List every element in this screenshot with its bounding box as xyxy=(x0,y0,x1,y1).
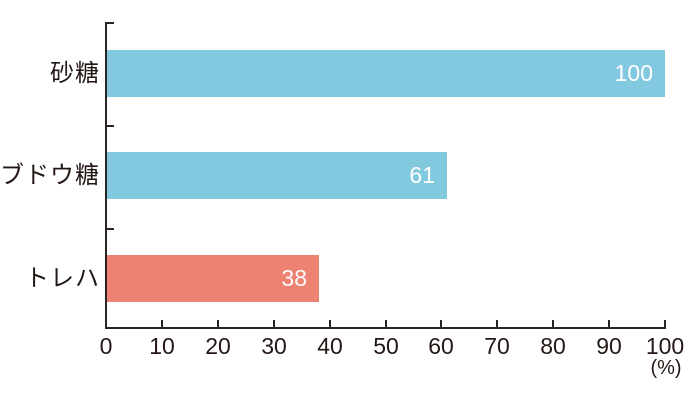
x-tick-label: 90 xyxy=(596,333,622,359)
category-label: 砂糖 xyxy=(50,60,100,87)
y-tick xyxy=(107,228,114,230)
x-tick-label: 10 xyxy=(149,333,175,359)
x-tick-label: 20 xyxy=(205,333,231,359)
x-tick xyxy=(105,320,107,327)
y-axis xyxy=(105,22,107,329)
category-label: トレハ xyxy=(25,265,100,292)
x-tick xyxy=(385,320,387,327)
x-tick-label: 40 xyxy=(317,333,343,359)
bar-value-label: 100 xyxy=(614,60,653,86)
x-tick xyxy=(608,320,610,327)
x-tick-label: 0 xyxy=(99,333,113,359)
x-axis-unit-label: (%) xyxy=(650,357,682,379)
x-tick xyxy=(161,320,163,327)
bar: 100 xyxy=(107,50,665,97)
x-tick xyxy=(329,320,331,327)
bar-value-label: 61 xyxy=(409,162,435,188)
x-tick xyxy=(552,320,554,327)
y-tick xyxy=(107,22,114,24)
x-tick-label: 60 xyxy=(428,333,454,359)
x-tick xyxy=(273,320,275,327)
x-tick xyxy=(217,320,219,327)
y-tick xyxy=(107,125,114,127)
x-tick xyxy=(664,320,666,327)
x-axis xyxy=(105,327,666,329)
x-tick-label: 70 xyxy=(484,333,510,359)
x-tick-label: 50 xyxy=(373,333,399,359)
x-tick xyxy=(496,320,498,327)
x-tick xyxy=(440,320,442,327)
x-tick-label: 80 xyxy=(540,333,566,359)
bar-value-label: 38 xyxy=(281,265,307,291)
x-tick-label: 30 xyxy=(261,333,287,359)
bar: 38 xyxy=(107,255,319,302)
x-tick-label: 100 xyxy=(645,333,685,359)
category-label: ブドウ糖 xyxy=(0,162,100,189)
bar: 61 xyxy=(107,152,447,199)
